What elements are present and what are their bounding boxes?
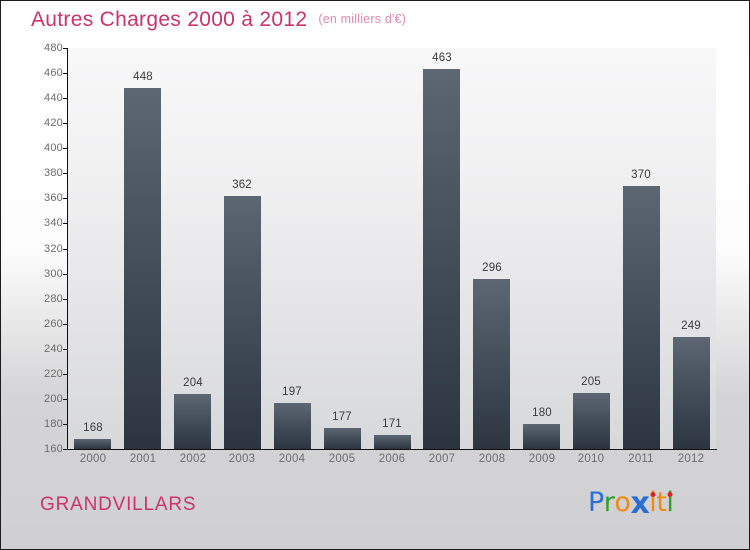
bar-value-label: 296 xyxy=(482,262,502,274)
bar[interactable] xyxy=(274,403,311,450)
bar-value-label: 168 xyxy=(83,422,103,434)
y-axis-tick-label: 380 xyxy=(44,167,63,180)
bar[interactable] xyxy=(473,279,510,450)
y-axis-tick-label: 320 xyxy=(44,242,63,255)
x-axis-tick-label: 2009 xyxy=(528,453,556,465)
y-axis-tick-mark xyxy=(63,173,68,174)
bar[interactable] xyxy=(324,428,361,450)
y-axis-tick-label: 260 xyxy=(44,317,63,330)
y-axis-tick-label: 360 xyxy=(44,192,63,205)
y-axis-tick-mark xyxy=(63,148,68,149)
logo-letter: i xyxy=(649,487,657,518)
bar[interactable] xyxy=(573,393,610,450)
bar[interactable] xyxy=(374,435,411,449)
page-title-text: Autres Charges 2000 à 2012 xyxy=(31,8,308,31)
page-subtitle: (en milliers d'€) xyxy=(318,12,407,26)
y-axis-tick-label: 340 xyxy=(44,217,63,230)
page-title: Autres Charges 2000 à 2012 (en milliers d… xyxy=(31,8,406,32)
y-axis-tick-mark xyxy=(63,48,68,49)
logo-letter: r xyxy=(603,487,615,518)
bar[interactable] xyxy=(673,337,710,449)
y-axis-tick-label: 460 xyxy=(44,67,63,80)
logo-letter: i xyxy=(666,487,674,518)
y-axis-tick-mark xyxy=(63,324,68,325)
bar-value-label: 370 xyxy=(631,169,651,181)
x-axis-tick-label: 2010 xyxy=(577,453,605,465)
y-axis-tick-mark xyxy=(63,198,68,199)
x-axis-tick-label: 2008 xyxy=(478,453,506,465)
y-axis-tick-label: 240 xyxy=(44,342,63,355)
bar-value-label: 362 xyxy=(232,179,252,191)
y-axis-tick-label: 180 xyxy=(44,417,63,430)
bar[interactable] xyxy=(124,88,161,449)
y-axis-labels: 160 180 200 220 240 260 280 300 320 340 360 380 400 4… xyxy=(20,0,63,550)
logo-letter-i: i xyxy=(666,487,674,518)
logo-dot-icon xyxy=(667,492,673,497)
y-axis-tick-label: 480 xyxy=(44,42,63,54)
y-axis-tick-mark xyxy=(63,449,68,450)
bar[interactable] xyxy=(224,196,261,450)
x-axis-tick-label: 2001 xyxy=(129,453,157,465)
bar[interactable] xyxy=(423,69,460,449)
y-axis-tick-label: 280 xyxy=(44,292,63,305)
x-axis-tick-label: 2011 xyxy=(628,453,654,465)
bar[interactable] xyxy=(74,439,111,450)
plot-area xyxy=(68,48,716,449)
y-axis-tick-label: 200 xyxy=(44,392,63,405)
bar-value-label: 205 xyxy=(581,376,601,388)
x-axis-tick-label: 2012 xyxy=(677,453,705,465)
logo-letter: P xyxy=(588,487,604,518)
y-axis-tick-mark xyxy=(63,349,68,350)
bar-value-label: 171 xyxy=(382,418,402,430)
logo-letter-i: i xyxy=(649,487,657,518)
y-axis-tick-mark xyxy=(63,73,68,74)
bar[interactable] xyxy=(174,394,211,450)
y-axis-tick-mark xyxy=(63,98,68,99)
bar-value-label: 463 xyxy=(432,52,452,64)
y-axis-tick-mark xyxy=(63,399,68,400)
y-axis-tick-mark xyxy=(63,424,68,425)
bar[interactable] xyxy=(623,186,660,450)
x-axis-tick-label: 2007 xyxy=(428,453,456,465)
x-axis-tick-label: 2004 xyxy=(278,453,306,465)
place-name: GRANDVILLARS xyxy=(40,494,197,515)
logo-letter: t xyxy=(656,487,667,518)
x-axis-tick-label: 2003 xyxy=(228,453,256,465)
proxiti-logo[interactable]: Proxi ti xyxy=(588,486,674,521)
y-axis-tick-label: 440 xyxy=(44,92,63,105)
y-axis-tick-label: 420 xyxy=(44,117,63,130)
logo-letter: o xyxy=(614,487,631,518)
x-axis-line xyxy=(67,449,717,450)
y-axis-tick-mark xyxy=(63,223,68,224)
logo-letter: x xyxy=(630,486,650,521)
bar-value-label: 177 xyxy=(332,411,352,423)
x-axis-tick-label: 2002 xyxy=(179,453,207,465)
y-axis-tick-label: 160 xyxy=(44,443,63,455)
bar-value-label: 249 xyxy=(681,320,701,332)
bar-value-label: 448 xyxy=(133,71,153,83)
bar-value-label: 204 xyxy=(183,377,203,389)
bar-value-label: 197 xyxy=(282,386,302,398)
y-axis-tick-label: 300 xyxy=(44,267,63,280)
x-axis-tick-label: 2000 xyxy=(79,453,107,465)
y-axis-tick-label: 220 xyxy=(44,367,63,380)
x-axis-tick-label: 2005 xyxy=(328,453,356,465)
x-axis-tick-label: 2006 xyxy=(378,453,406,465)
bar[interactable] xyxy=(523,424,560,450)
logo-dot-icon xyxy=(650,492,656,497)
y-axis-tick-label: 400 xyxy=(44,142,63,155)
bar-value-label: 180 xyxy=(532,407,552,419)
y-axis-tick-mark xyxy=(63,299,68,300)
y-axis-tick-mark xyxy=(63,274,68,275)
y-axis-tick-mark xyxy=(63,374,68,375)
y-axis-tick-mark xyxy=(63,123,68,124)
y-axis-tick-mark xyxy=(63,249,68,250)
